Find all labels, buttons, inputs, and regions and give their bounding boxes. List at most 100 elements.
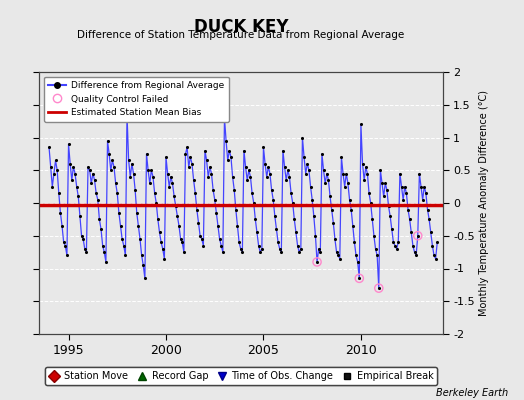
Point: [212, 210, 221, 216]
Point: [219, 249, 227, 255]
Y-axis label: Monthly Temperature Anomaly Difference (°C): Monthly Temperature Anomaly Difference (…: [479, 90, 489, 316]
Point: [310, 213, 318, 219]
Point: [422, 190, 430, 196]
Text: Difference of Station Temperature Data from Regional Average: Difference of Station Temperature Data f…: [78, 30, 405, 40]
Point: [251, 216, 259, 222]
Point: [230, 187, 238, 193]
Point: [386, 213, 395, 219]
Point: [163, 170, 172, 177]
Point: [181, 151, 190, 157]
Point: [366, 200, 375, 206]
Point: [355, 275, 364, 282]
Point: [110, 164, 118, 170]
Point: [72, 184, 81, 190]
Point: [228, 174, 237, 180]
Point: [406, 216, 414, 222]
Point: [428, 242, 436, 249]
Point: [400, 184, 409, 190]
Point: [87, 180, 95, 186]
Point: [155, 229, 163, 236]
Point: [270, 213, 279, 219]
Point: [225, 147, 234, 154]
Point: [47, 164, 55, 170]
Point: [167, 174, 175, 180]
Point: [355, 275, 364, 282]
Point: [363, 170, 372, 177]
Point: [82, 249, 91, 255]
Point: [51, 157, 60, 164]
Text: DUCK KEY: DUCK KEY: [194, 18, 288, 36]
Point: [45, 144, 53, 150]
Point: [201, 147, 209, 154]
Point: [199, 242, 208, 249]
Point: [415, 170, 423, 177]
Point: [204, 174, 212, 180]
Point: [188, 160, 196, 167]
Point: [407, 229, 416, 236]
Point: [297, 246, 305, 252]
Point: [328, 206, 336, 213]
Point: [323, 170, 331, 177]
Point: [256, 249, 265, 255]
Point: [313, 259, 321, 265]
Point: [381, 180, 389, 186]
Point: [133, 210, 141, 216]
Point: [285, 174, 293, 180]
Point: [280, 164, 289, 170]
Point: [420, 184, 429, 190]
Point: [419, 196, 427, 203]
Point: [53, 167, 61, 174]
Point: [89, 170, 97, 177]
Point: [139, 262, 147, 268]
Point: [388, 226, 396, 232]
Point: [61, 242, 70, 249]
Point: [224, 157, 232, 164]
Point: [177, 236, 185, 242]
Point: [235, 239, 243, 246]
Point: [397, 184, 406, 190]
Point: [373, 252, 381, 259]
Point: [391, 242, 399, 249]
Point: [131, 187, 139, 193]
Point: [245, 167, 253, 174]
Point: [99, 242, 107, 249]
Point: [95, 216, 104, 222]
Point: [137, 252, 146, 259]
Point: [287, 190, 295, 196]
Point: [358, 160, 367, 167]
Point: [102, 259, 110, 265]
Point: [180, 249, 188, 255]
Point: [149, 174, 157, 180]
Point: [335, 256, 344, 262]
Point: [194, 220, 203, 226]
Point: [215, 236, 224, 242]
Point: [258, 246, 266, 252]
Point: [84, 164, 92, 170]
Point: [267, 187, 276, 193]
Point: [295, 249, 303, 255]
Point: [173, 213, 181, 219]
Point: [417, 184, 425, 190]
Point: [283, 167, 292, 174]
Point: [186, 154, 194, 160]
Point: [410, 249, 419, 255]
Point: [354, 259, 362, 265]
Point: [425, 216, 433, 222]
Point: [289, 200, 297, 206]
Point: [165, 184, 173, 190]
Point: [248, 190, 256, 196]
Point: [74, 193, 82, 200]
Point: [341, 184, 349, 190]
Point: [118, 236, 126, 242]
Point: [272, 226, 281, 232]
Point: [307, 184, 315, 190]
Point: [376, 167, 385, 174]
Point: [123, 111, 131, 118]
Point: [375, 285, 383, 291]
Point: [350, 239, 358, 246]
Point: [100, 249, 108, 255]
Point: [277, 249, 286, 255]
Point: [409, 242, 417, 249]
Point: [413, 232, 422, 239]
Point: [301, 170, 310, 177]
